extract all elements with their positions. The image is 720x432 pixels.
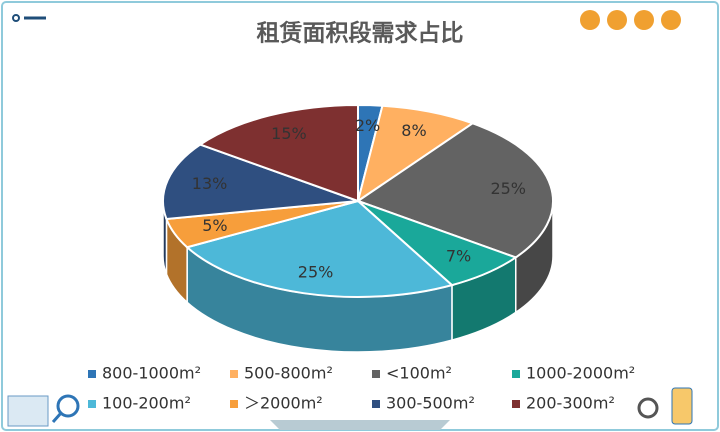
legend-marker bbox=[88, 400, 96, 408]
data-label: 2% bbox=[355, 116, 380, 135]
data-label: 8% bbox=[401, 121, 426, 140]
icon[interactable] bbox=[634, 10, 654, 30]
slice bbox=[198, 103, 359, 203]
toolbar-icons bbox=[580, 10, 681, 30]
slice bbox=[356, 104, 475, 204]
icon[interactable] bbox=[607, 10, 627, 30]
legend-marker bbox=[230, 400, 238, 408]
icon[interactable] bbox=[661, 10, 681, 30]
legend-label: 1000-2000m² bbox=[526, 364, 635, 383]
legend-label: 200-300m² bbox=[526, 394, 615, 413]
legend-label: 300-500m² bbox=[386, 394, 475, 413]
bottom-tab bbox=[270, 420, 450, 430]
deco-search bbox=[51, 412, 63, 423]
data-label: 15% bbox=[271, 124, 307, 143]
legend-label: ＞2000m² bbox=[244, 394, 323, 413]
deco-doc bbox=[7, 395, 49, 427]
legend-marker bbox=[230, 370, 238, 378]
data-label: 25% bbox=[490, 179, 526, 198]
legend-label: 800-1000m² bbox=[102, 364, 201, 383]
data-label: 5% bbox=[202, 216, 227, 235]
chart-title: 租赁面积段需求占比 bbox=[257, 20, 464, 47]
legend-marker bbox=[512, 400, 520, 408]
slice bbox=[162, 143, 359, 221]
legend-marker bbox=[512, 370, 520, 378]
data-label: 7% bbox=[446, 247, 471, 266]
deco-dot bbox=[12, 14, 20, 22]
data-label: 13% bbox=[192, 174, 228, 193]
deco-phone bbox=[671, 387, 693, 425]
legend-marker bbox=[372, 400, 380, 408]
legend-marker bbox=[88, 370, 96, 378]
deco-gear bbox=[637, 397, 659, 419]
legend-label: <100m² bbox=[386, 364, 452, 383]
legend-label: 100-200m² bbox=[102, 394, 191, 413]
slice bbox=[185, 199, 454, 298]
slice bbox=[355, 122, 554, 259]
legend-marker bbox=[372, 370, 380, 378]
icon[interactable] bbox=[580, 10, 600, 30]
deco-search bbox=[56, 394, 80, 418]
legend-label: 500-800m² bbox=[244, 364, 333, 383]
data-label: 25% bbox=[298, 262, 334, 281]
